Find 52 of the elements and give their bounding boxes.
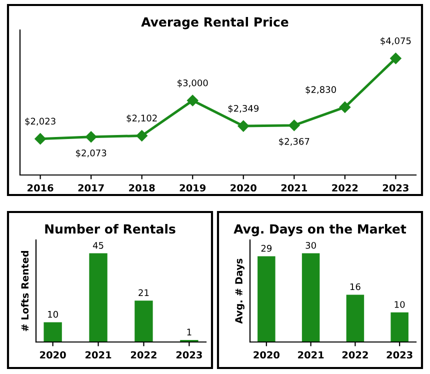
x-tick-label: 2020 bbox=[254, 351, 280, 359]
y-axis-title: Avg. # Days bbox=[235, 258, 244, 324]
point bbox=[288, 120, 300, 131]
x-tick-label: 2021 bbox=[281, 184, 308, 192]
x-tick-label: 2022 bbox=[130, 351, 156, 359]
bar bbox=[134, 300, 153, 342]
point bbox=[187, 94, 198, 106]
point bbox=[34, 133, 46, 144]
data-label: 16 bbox=[350, 283, 360, 290]
x-tick-label: 2017 bbox=[78, 184, 104, 192]
x-tick-label: 2019 bbox=[180, 184, 206, 192]
point bbox=[136, 130, 148, 142]
data-label: 1 bbox=[187, 328, 192, 336]
x-tick-label: 2020 bbox=[230, 184, 256, 192]
data-label: 45 bbox=[92, 242, 104, 249]
point bbox=[390, 52, 402, 64]
chart-title: Number of Rentals bbox=[45, 224, 176, 234]
data-label: 29 bbox=[261, 244, 272, 252]
x-tick-label: 2016 bbox=[28, 184, 54, 192]
data-label: 10 bbox=[394, 301, 405, 308]
data-label: $4,075 bbox=[380, 37, 411, 46]
point bbox=[238, 120, 249, 132]
data-label: $2,367 bbox=[279, 138, 310, 146]
x-tick-label: 2018 bbox=[129, 184, 155, 192]
x-tick-label: 2023 bbox=[386, 351, 412, 359]
point bbox=[85, 131, 97, 142]
bar bbox=[346, 294, 364, 342]
x-tick-label: 2022 bbox=[332, 184, 358, 192]
bar bbox=[390, 312, 408, 342]
data-label: 10 bbox=[48, 310, 58, 318]
bar bbox=[89, 253, 108, 342]
bar bbox=[44, 322, 62, 342]
bar bbox=[258, 256, 276, 342]
x-tick-label: 2020 bbox=[40, 351, 66, 359]
point bbox=[339, 102, 351, 113]
x-tick-label: 2021 bbox=[86, 351, 112, 359]
data-label: $2,830 bbox=[306, 86, 336, 94]
data-label: $2,073 bbox=[76, 149, 106, 158]
data-label: $3,000 bbox=[178, 79, 208, 88]
y-axis-title: # Lofts Rented bbox=[21, 250, 29, 332]
data-label: 30 bbox=[306, 242, 316, 249]
x-tick-label: 2023 bbox=[176, 351, 202, 359]
data-label: 21 bbox=[138, 289, 149, 296]
chart-title: Average Rental Price bbox=[141, 17, 288, 30]
data-label: $2,102 bbox=[126, 114, 157, 123]
x-tick-label: 2023 bbox=[382, 184, 408, 192]
x-tick-label: 2021 bbox=[298, 351, 324, 359]
chart-title: Avg. Days on the Market bbox=[234, 224, 406, 236]
bar bbox=[302, 253, 320, 342]
data-label: $2,023 bbox=[25, 118, 56, 126]
x-tick-label: 2022 bbox=[342, 351, 368, 359]
data-label: $2,349 bbox=[228, 104, 259, 114]
